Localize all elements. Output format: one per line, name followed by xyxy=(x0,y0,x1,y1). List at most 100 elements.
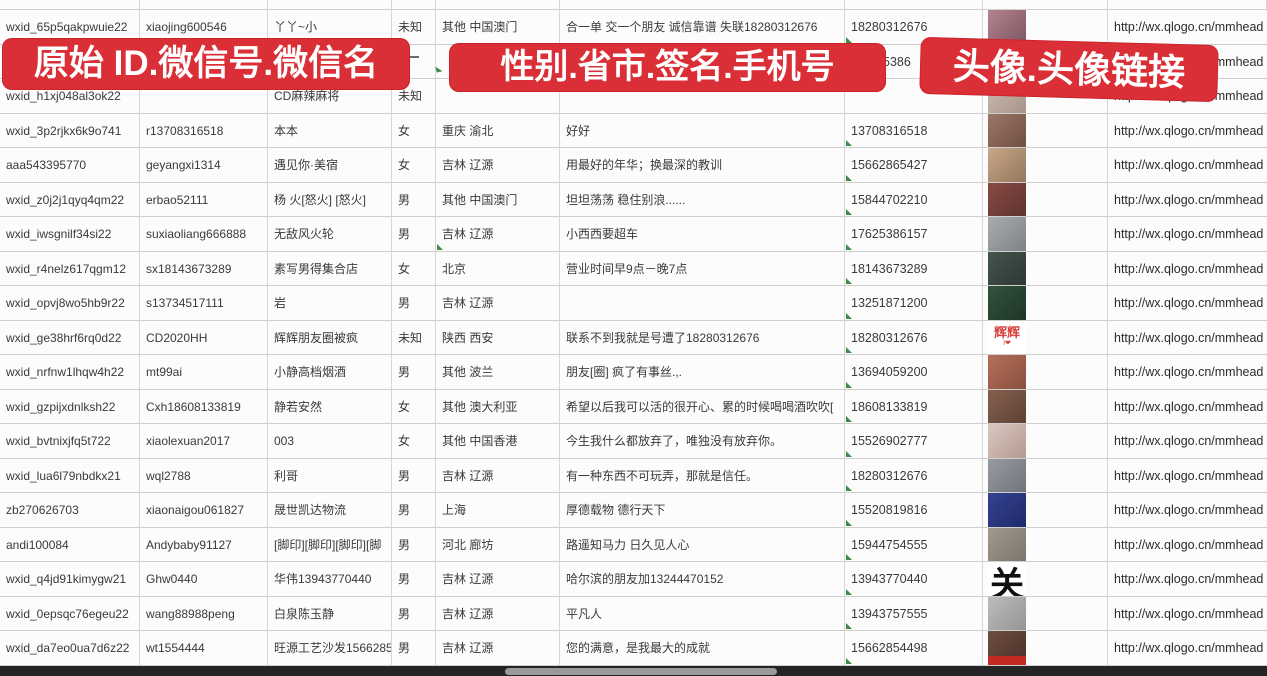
cell-region[interactable]: 吉林 辽源 xyxy=(436,458,560,493)
cell-name[interactable]: 杨 火[怒火] [怒火] xyxy=(268,182,392,217)
cell-account[interactable]: wt1554444 xyxy=(140,631,268,666)
cell-signature[interactable]: 小西西要超车 xyxy=(560,217,845,252)
cell-gender[interactable]: 男 xyxy=(392,355,436,390)
cell-signature[interactable] xyxy=(560,286,845,321)
cell-avatar[interactable] xyxy=(983,286,1108,321)
cell-url[interactable]: http://wx.qlogo.cn/mmhead xyxy=(1108,458,1267,493)
cell-account[interactable]: s13734517111 xyxy=(140,286,268,321)
cell-signature[interactable]: 有一种东西不可玩弄，那就是信任。 xyxy=(560,458,845,493)
cell-account[interactable]: wql2788 xyxy=(140,458,268,493)
cell-id[interactable]: wxid_opvj8wo5hb9r22 xyxy=(0,286,140,321)
cell-id[interactable]: wxid_iwsgnilf34si22 xyxy=(0,217,140,252)
cell-url[interactable]: http://wx.qlogo.cn/mmhead xyxy=(1108,113,1267,148)
cell-url[interactable]: http://wx.qlogo.cn/mmhead xyxy=(1108,631,1267,666)
cell-account[interactable]: geyangxi1314 xyxy=(140,148,268,183)
cell-account[interactable]: xiaonaigou061827 xyxy=(140,493,268,528)
cell-name[interactable]: 华伟13943770440 xyxy=(268,562,392,597)
cell-phone[interactable]: 15944754555 xyxy=(845,527,983,562)
cell-phone[interactable]: 15662865427 xyxy=(845,148,983,183)
cell-gender[interactable]: 女 xyxy=(392,389,436,424)
cell-avatar[interactable] xyxy=(983,493,1108,528)
cell-phone[interactable]: 13943757555 xyxy=(845,596,983,631)
cell-url[interactable]: http://wx.qlogo.cn/mmhead xyxy=(1108,286,1267,321)
cell-id[interactable]: zb270626703 xyxy=(0,493,140,528)
cell-id[interactable]: wxid_0epsqc76egeu22 xyxy=(0,596,140,631)
cell-name[interactable]: 遇见你·美宿 xyxy=(268,148,392,183)
cell-gender[interactable]: 男 xyxy=(392,562,436,597)
cell-empty[interactable] xyxy=(140,0,268,10)
cell-url[interactable]: http://wx.qlogo.cn/mmhead xyxy=(1108,389,1267,424)
cell-region[interactable]: 吉林 辽源 xyxy=(436,562,560,597)
cell-signature[interactable]: 坦坦荡荡 稳住别浪...... xyxy=(560,182,845,217)
horizontal-scrollbar-thumb[interactable] xyxy=(505,667,777,675)
cell-signature[interactable]: 平凡人 xyxy=(560,596,845,631)
cell-gender[interactable]: 未知 xyxy=(392,320,436,355)
cell-gender[interactable]: 男 xyxy=(392,527,436,562)
cell-gender[interactable]: 男 xyxy=(392,493,436,528)
cell-phone[interactable]: 18280312676 xyxy=(845,320,983,355)
cell-region[interactable]: 其他 中国香港 xyxy=(436,424,560,459)
cell-region[interactable]: 河北 廊坊 xyxy=(436,527,560,562)
cell-phone[interactable]: 18143673289 xyxy=(845,251,983,286)
cell-account[interactable]: Cxh18608133819 xyxy=(140,389,268,424)
cell-empty[interactable] xyxy=(268,0,392,10)
cell-id[interactable]: wxid_da7eo0ua7d6z22 xyxy=(0,631,140,666)
horizontal-scrollbar[interactable] xyxy=(0,666,1267,676)
cell-gender[interactable]: 男 xyxy=(392,182,436,217)
cell-signature[interactable]: 路遥知马力 日久见人心 xyxy=(560,527,845,562)
cell-avatar[interactable] xyxy=(983,527,1108,562)
cell-phone[interactable]: 13251871200 xyxy=(845,286,983,321)
cell-gender[interactable]: 男 xyxy=(392,596,436,631)
cell-phone[interactable]: 18280312676 xyxy=(845,458,983,493)
cell-name[interactable]: 辉辉朋友圈被疯 xyxy=(268,320,392,355)
cell-account[interactable]: erbao52111 xyxy=(140,182,268,217)
cell-account[interactable]: xiaolexuan2017 xyxy=(140,424,268,459)
cell-id[interactable]: wxid_3p2rjkx6k9o741 xyxy=(0,113,140,148)
cell-id[interactable]: wxid_bvtnixjfq5t722 xyxy=(0,424,140,459)
cell-phone[interactable]: 15526902777 xyxy=(845,424,983,459)
cell-url[interactable]: http://wx.qlogo.cn/mmhead xyxy=(1108,424,1267,459)
cell-signature[interactable]: 好好 xyxy=(560,113,845,148)
cell-phone[interactable]: 15662854498 xyxy=(845,631,983,666)
cell-url[interactable]: http://wx.qlogo.cn/mmhead xyxy=(1108,10,1267,45)
cell-id[interactable]: wxid_q4jd91kimygw21 xyxy=(0,562,140,597)
cell-url[interactable]: http://wx.qlogo.cn/mmhead xyxy=(1108,562,1267,597)
cell-id[interactable]: wxid_ge38hrf6rq0d22 xyxy=(0,320,140,355)
cell-url[interactable]: http://wx.qlogo.cn/mmhead xyxy=(1108,251,1267,286)
cell-name[interactable]: 岩 xyxy=(268,286,392,321)
cell-empty[interactable] xyxy=(392,0,436,10)
cell-id[interactable]: wxid_r4nelz617qgm12 xyxy=(0,251,140,286)
cell-region[interactable]: 吉林 辽源 xyxy=(436,148,560,183)
cell-avatar[interactable] xyxy=(983,148,1108,183)
cell-name[interactable]: 旺源工艺沙发15662854 xyxy=(268,631,392,666)
cell-account[interactable]: mt99ai xyxy=(140,355,268,390)
cell-name[interactable]: 利哥 xyxy=(268,458,392,493)
cell-region[interactable]: 吉林 辽源 xyxy=(436,631,560,666)
cell-region[interactable]: 北京 xyxy=(436,251,560,286)
cell-region[interactable]: 其他 澳大利亚 xyxy=(436,389,560,424)
cell-empty[interactable] xyxy=(983,0,1108,10)
cell-gender[interactable]: 男 xyxy=(392,286,436,321)
cell-phone[interactable]: 13943770440 xyxy=(845,562,983,597)
cell-region[interactable]: 其他 中国澳门 xyxy=(436,10,560,45)
cell-avatar[interactable] xyxy=(983,631,1108,666)
cell-phone[interactable]: 13708316518 xyxy=(845,113,983,148)
cell-gender[interactable]: 男 xyxy=(392,458,436,493)
cell-avatar[interactable] xyxy=(983,389,1108,424)
cell-account[interactable]: wang88988peng xyxy=(140,596,268,631)
cell-avatar[interactable] xyxy=(983,355,1108,390)
cell-signature[interactable]: 营业时间早9点－晚7点 xyxy=(560,251,845,286)
cell-gender[interactable]: 男 xyxy=(392,631,436,666)
cell-avatar[interactable] xyxy=(983,458,1108,493)
cell-signature[interactable]: 厚德载物 德行天下 xyxy=(560,493,845,528)
cell-signature[interactable]: 哈尔滨的朋友加13244470152 xyxy=(560,562,845,597)
cell-name[interactable]: 白泉陈玉静 xyxy=(268,596,392,631)
cell-phone[interactable]: 18608133819 xyxy=(845,389,983,424)
cell-signature[interactable]: 希望以后我可以活的很开心、累的时候喝喝酒吹吹[ xyxy=(560,389,845,424)
cell-id[interactable]: aaa543395770 xyxy=(0,148,140,183)
cell-name[interactable]: [脚印][脚印][脚印][脚 xyxy=(268,527,392,562)
cell-url[interactable]: http://wx.qlogo.cn/mmhead xyxy=(1108,527,1267,562)
cell-account[interactable]: r13708316518 xyxy=(140,113,268,148)
cell-gender[interactable]: 女 xyxy=(392,251,436,286)
cell-account[interactable]: suxiaoliang666888 xyxy=(140,217,268,252)
